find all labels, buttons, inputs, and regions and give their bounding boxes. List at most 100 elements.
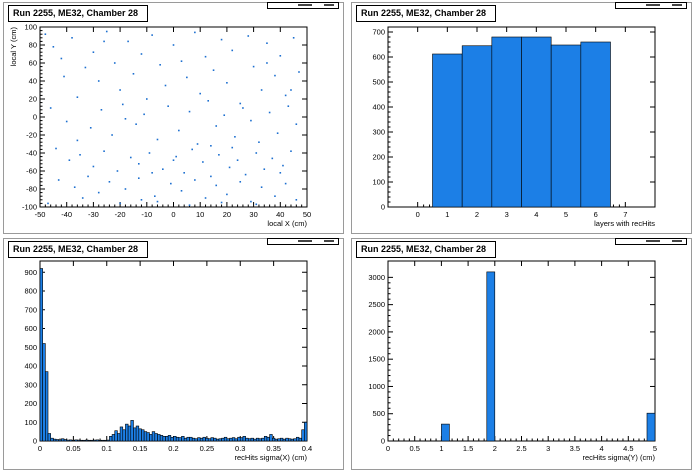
x-tick-label: 10	[196, 210, 204, 219]
scatter-point	[162, 168, 164, 170]
x-tick-label: 30	[249, 210, 257, 219]
histogram-bar	[55, 439, 59, 442]
scatter-point	[191, 148, 193, 151]
scatter-point	[276, 132, 279, 134]
histogram-bar	[183, 437, 188, 442]
histogram-bar	[218, 438, 222, 442]
scatter-point	[57, 179, 60, 181]
x-tick-label: 2	[475, 210, 479, 219]
histogram-bar	[117, 433, 121, 442]
chart-local-xy: -50 -40 -30 -20 -10 0 10 20 30 40 50-100-80-60-40-…	[9, 23, 311, 229]
histogram-bar	[301, 429, 305, 442]
x-tick-label: 1	[445, 210, 449, 219]
scatter-point	[215, 184, 218, 187]
x-tick-label: 0.35	[266, 444, 281, 453]
scatter-point	[210, 175, 212, 178]
x-tick-label: 40	[276, 210, 284, 219]
histogram-bar	[242, 436, 246, 442]
histogram-bar	[157, 434, 161, 442]
scatter-point	[226, 82, 228, 84]
pad-sigma-y: 0 0.5 1 1.5 2 2.5 3 3.5 4 4.5 5 0 500 1000 1500 2000 250…	[351, 238, 692, 470]
stats-box	[615, 2, 687, 9]
histogram-bar	[189, 436, 193, 442]
histogram-bar	[288, 438, 292, 442]
scatter-point	[154, 195, 156, 197]
histogram-bar	[304, 421, 308, 442]
x-tick-label: -40	[61, 210, 72, 219]
histogram-bar	[293, 438, 297, 442]
histogram-bar	[47, 433, 51, 442]
histogram-bar	[111, 434, 116, 442]
scatter-point	[207, 100, 210, 102]
scatter-point	[250, 119, 252, 122]
pad-layers: 0 1 2 3 4 5 6 7 0 100 200 300 400 500 600 700 layers wit…	[351, 2, 692, 234]
scatter-point	[279, 55, 282, 57]
histogram-bar	[298, 437, 302, 442]
x-tick-label: 3	[505, 210, 509, 219]
scatter-point	[266, 62, 268, 64]
histogram-bar	[53, 438, 57, 442]
scatter-point	[258, 141, 260, 143]
histogram-bar	[229, 437, 233, 442]
y-tick-label: -20	[26, 131, 37, 140]
scatter-point	[298, 71, 300, 73]
scatter-point	[268, 111, 271, 114]
y-tick-label: 100	[372, 178, 385, 187]
x-tick-label: 50	[303, 210, 311, 219]
histogram-bar	[461, 45, 493, 208]
scatter-point	[76, 139, 79, 142]
scatter-point	[188, 204, 191, 206]
scatter-point	[73, 186, 76, 188]
x-tick-label: -10	[141, 210, 152, 219]
scatter-point	[100, 109, 103, 111]
histogram-bar	[170, 436, 174, 442]
histogram-bar	[98, 439, 102, 442]
x-tick-label: 0.2	[168, 444, 178, 453]
y-tick-label: 300	[372, 128, 385, 137]
scatter-point	[292, 37, 295, 39]
scatter-point	[76, 96, 79, 98]
histogram-bar	[226, 438, 230, 442]
x-tick-label: 3.5	[570, 444, 580, 453]
histogram-bar	[63, 439, 67, 442]
histogram-bar	[175, 436, 180, 442]
histogram-bar	[119, 426, 124, 442]
scatter-point	[194, 31, 196, 34]
scatter-point	[103, 40, 105, 43]
scatter-point	[92, 51, 95, 53]
histogram-bar	[250, 437, 254, 442]
x-tick-label: 1	[439, 444, 443, 453]
scatter-point	[97, 191, 100, 194]
scatter-point	[63, 75, 65, 78]
histogram-bar	[109, 436, 113, 442]
scatter-point	[172, 159, 175, 161]
scatter-point	[49, 107, 52, 109]
histogram-bar	[247, 438, 252, 442]
y-tick-label: 100	[24, 418, 37, 427]
x-axis-label: recHits sigma(Y) (cm)	[583, 453, 656, 462]
scatter-point	[137, 177, 140, 179]
y-tick-label: 800	[24, 287, 37, 296]
y-tick-label: 200	[372, 153, 385, 162]
histogram-bar	[87, 439, 92, 442]
x-tick-label: 0.3	[235, 444, 245, 453]
histogram-bar	[151, 431, 156, 442]
histogram-bar	[186, 436, 190, 442]
histogram-bar	[90, 439, 94, 442]
histogram-bar	[521, 36, 552, 208]
scatter-point	[156, 200, 159, 203]
y-tick-label: -60	[26, 167, 37, 176]
scatter-point	[119, 89, 121, 91]
scatter-point	[103, 150, 105, 152]
histogram-bar	[143, 431, 148, 442]
y-tick-label: 20	[29, 95, 37, 104]
histogram-bar	[85, 439, 89, 442]
scatter-point	[167, 105, 169, 107]
scatter-point	[127, 40, 129, 43]
histogram-bar	[261, 437, 265, 442]
plot-frame	[39, 26, 308, 208]
histogram-bar	[258, 438, 262, 442]
scatter-point	[282, 164, 284, 167]
histogram-bar	[245, 437, 249, 442]
scatter-point	[178, 129, 180, 132]
